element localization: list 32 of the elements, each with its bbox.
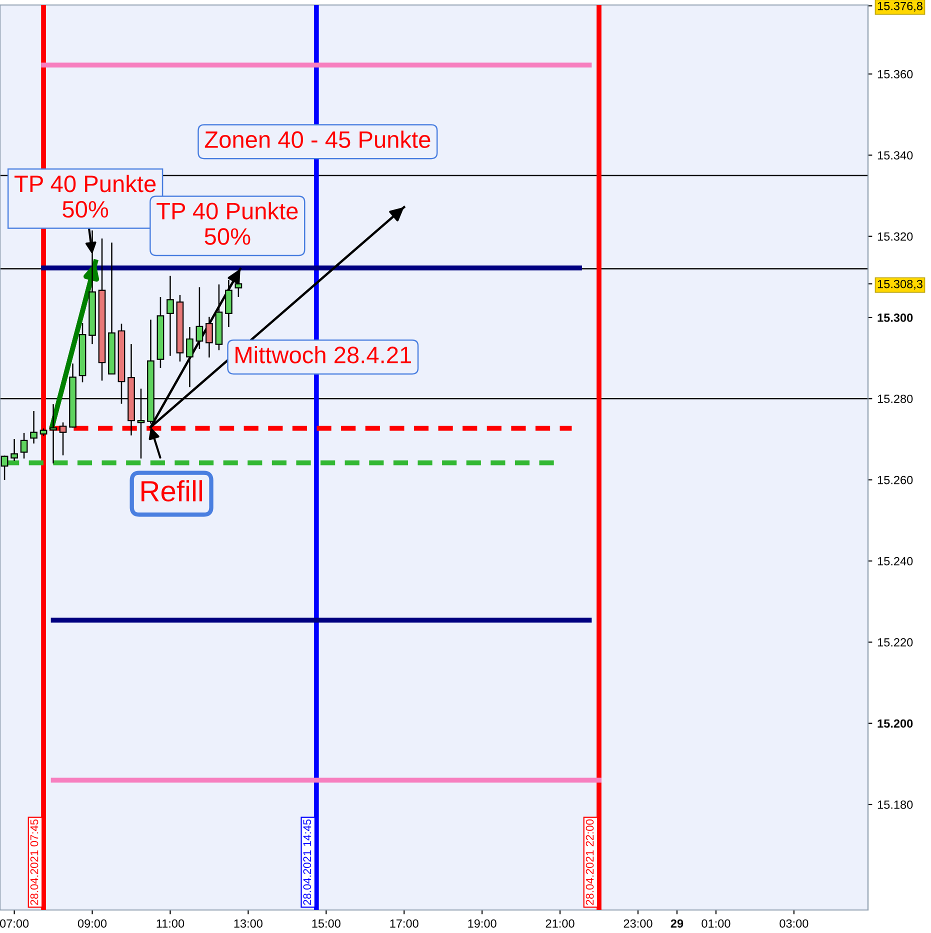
y-tick-label: 15.376,8 bbox=[878, 2, 922, 12]
x-tick-label: 29 bbox=[670, 919, 684, 928]
x-tick-label: 01:00 bbox=[702, 919, 730, 928]
y-tick-label: 15.340 bbox=[878, 151, 913, 160]
annotation: TP 40 Punkte 50% bbox=[14, 174, 156, 218]
x-tick-label: 15:00 bbox=[312, 919, 340, 928]
y-tick-label: 15.320 bbox=[878, 232, 913, 241]
x-tick-label: 19:00 bbox=[468, 919, 496, 928]
x-tick-label: 21:00 bbox=[546, 919, 574, 928]
x-tick-label: 13:00 bbox=[234, 919, 262, 928]
x-tick-label: 11:00 bbox=[156, 919, 184, 928]
x-tick-label: 17:00 bbox=[390, 919, 418, 928]
y-tick-label: 15.180 bbox=[878, 800, 913, 809]
y-tick-label: 15.240 bbox=[878, 557, 913, 566]
ref-line-label: 28.04.2021 22:00 bbox=[586, 819, 594, 905]
x-tick-label: 23:00 bbox=[624, 919, 652, 928]
y-tick-label: 15.220 bbox=[878, 638, 913, 647]
annotation: Zonen 40 - 45 Punkte bbox=[204, 130, 430, 148]
ref-line-label: 28.04.2021 14:45 bbox=[303, 819, 312, 905]
y-tick-label: 15.280 bbox=[878, 394, 913, 404]
annotation: Refill bbox=[142, 480, 202, 502]
x-tick-label: 07:00 bbox=[0, 919, 29, 928]
y-tick-label: 15.300 bbox=[878, 314, 913, 322]
x-tick-label: 09:00 bbox=[78, 919, 107, 928]
annotation: Mittwoch 28.4.21 bbox=[236, 346, 411, 364]
y-tick-label: 15.360 bbox=[878, 70, 913, 78]
y-tick-label: 15.308,3 bbox=[878, 280, 922, 290]
y-tick-label: 15.260 bbox=[878, 476, 913, 484]
ref-line-label: 28.04.2021 07:45 bbox=[30, 819, 38, 905]
x-tick-label: 03:00 bbox=[780, 919, 808, 928]
annotation: TP 40 Punkte 50% bbox=[156, 202, 298, 245]
y-tick-label: 15.200 bbox=[878, 719, 913, 728]
